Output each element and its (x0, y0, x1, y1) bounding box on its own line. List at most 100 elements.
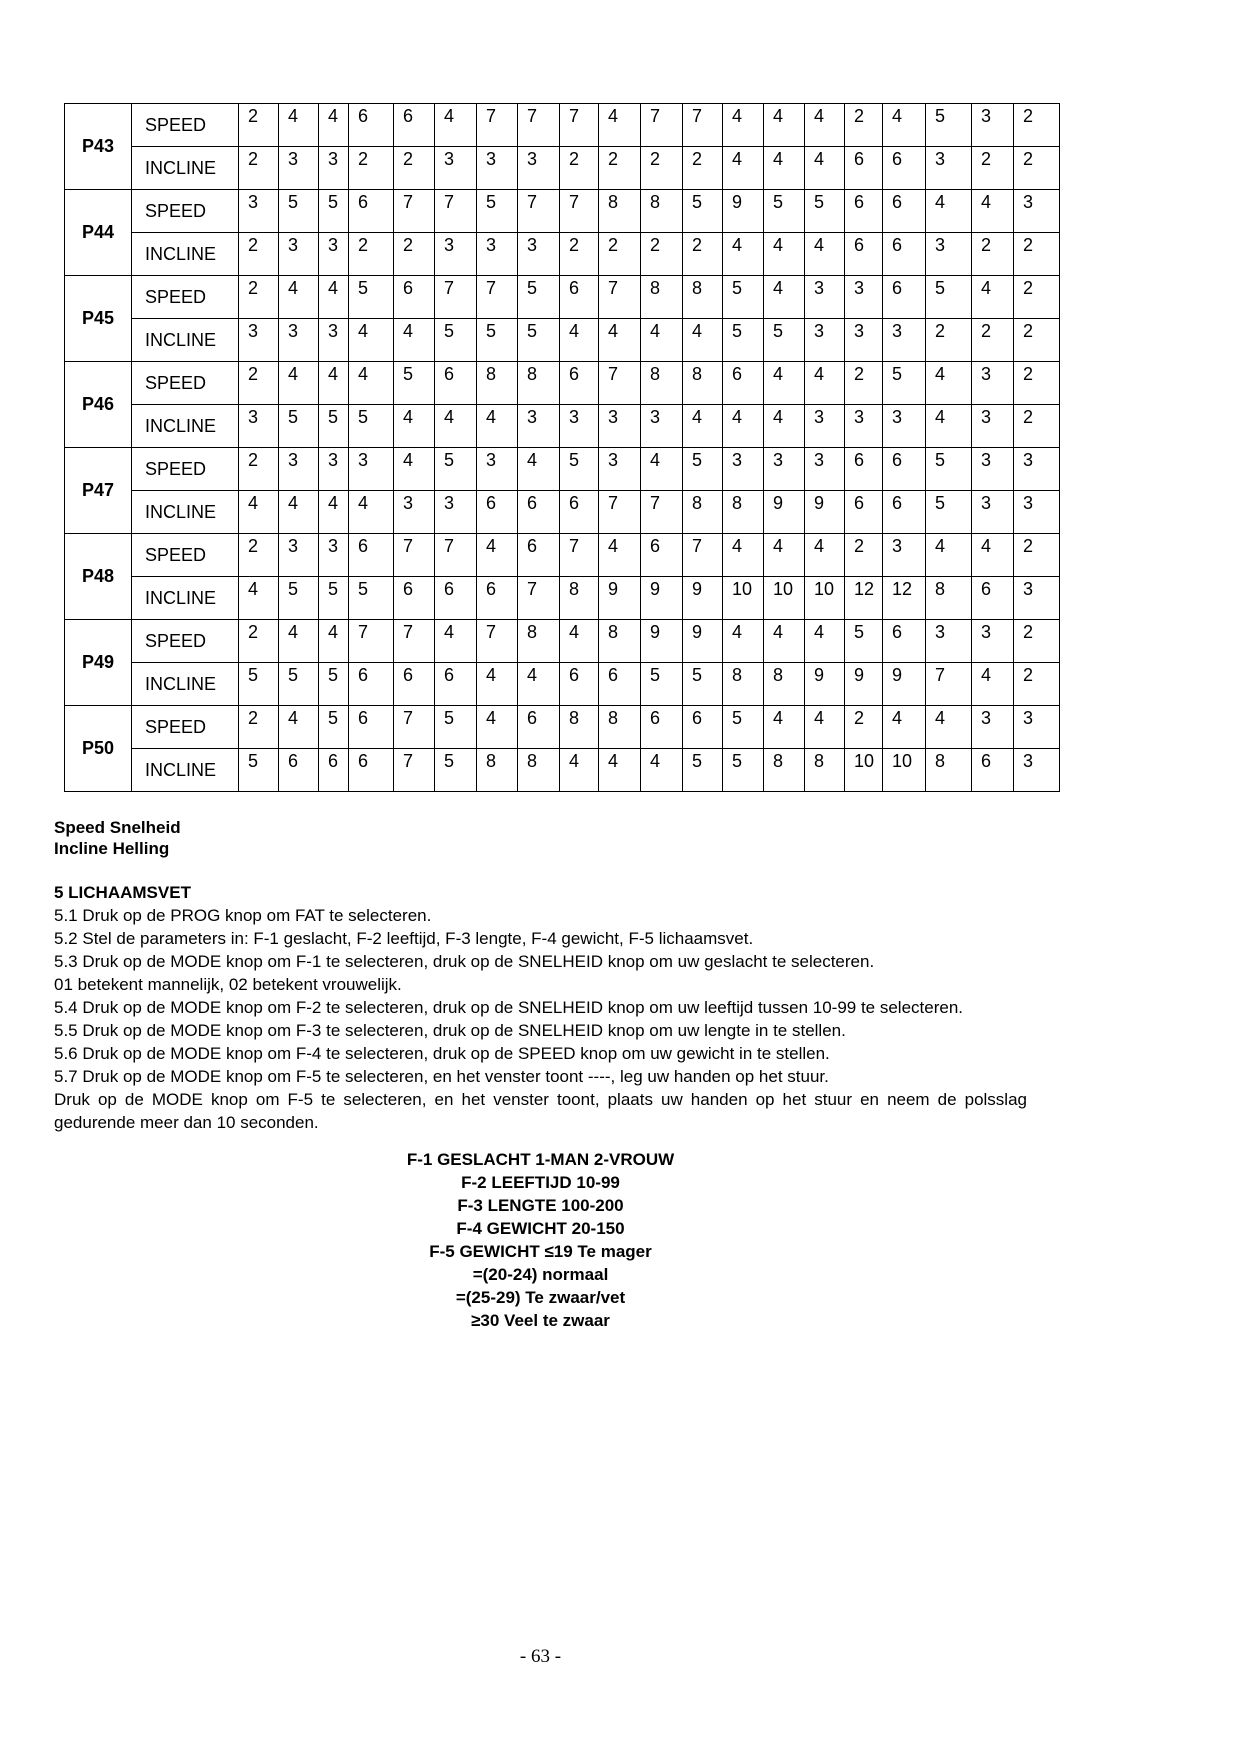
speed-value-cell: 5 (434, 447, 477, 491)
program-label: P44 (64, 189, 132, 276)
incline-value-cell: 8 (925, 748, 972, 792)
speed-value-cell: 4 (393, 447, 435, 491)
speed-value-cell: 5 (434, 705, 477, 749)
speed-value-cell: 4 (722, 619, 764, 663)
incline-value-cell: 7 (640, 490, 683, 534)
incline-value-cell: 2 (393, 232, 435, 276)
incline-value-cell: 3 (598, 404, 641, 448)
incline-value-cell: 2 (598, 146, 641, 190)
speed-value-cell: 6 (348, 705, 394, 749)
incline-value-cell: 4 (763, 404, 805, 448)
speed-value-cell: 7 (517, 103, 560, 147)
incline-value-cell: 3 (517, 232, 560, 276)
table-row: P49 SPEED 2 4 4 7 7 4 7 8 4 8 9 9 4 4 4 5 6 3 3 2 (64, 619, 1060, 706)
table-row: INCLINE 5 6 6 6 7 5 8 8 4 4 4 5 5 8 8 10 10 8 6 3 (65, 748, 1060, 792)
speed-value-cell: 2 (844, 103, 883, 147)
metric-label-incline: INCLINE (131, 404, 239, 448)
program-table: P43 SPEED 2 4 4 6 6 4 7 7 7 4 7 7 4 4 4 2 4 5 3 2 INCLINE 2 3 3 2 2… (64, 103, 1060, 792)
incline-value-cell: 5 (278, 662, 319, 706)
speed-value-cell: 4 (763, 619, 805, 663)
metric-label-speed: SPEED (131, 447, 239, 491)
metric-label-incline: INCLINE (131, 748, 239, 792)
speed-value-cell: 3 (348, 447, 394, 491)
incline-value-cell: 7 (517, 576, 560, 620)
speed-value-cell: 7 (682, 533, 723, 577)
speed-value-cell: 9 (682, 619, 723, 663)
incline-value-cell: 3 (278, 318, 319, 362)
speed-value-cell: 7 (393, 189, 435, 233)
incline-value-cell: 5 (278, 576, 319, 620)
speed-value-cell: 4 (318, 103, 349, 147)
incline-value-cell: 6 (393, 576, 435, 620)
speed-value-cell: 6 (517, 705, 560, 749)
speed-value-cell: 4 (971, 533, 1014, 577)
incline-value-cell: 5 (722, 748, 764, 792)
incline-value-cell: 4 (640, 748, 683, 792)
speed-value-cell: 5 (517, 275, 560, 319)
incline-value-cell: 2 (971, 318, 1014, 362)
speed-value-cell: 4 (804, 533, 845, 577)
incline-value-cell: 6 (598, 662, 641, 706)
speed-value-cell: 7 (476, 619, 518, 663)
incline-value-cell: 3 (1013, 490, 1060, 534)
speed-value-cell: 5 (882, 361, 926, 405)
speed-value-cell: 3 (971, 619, 1014, 663)
speed-value-cell: 2 (1013, 533, 1060, 577)
incline-value-cell: 4 (238, 490, 279, 534)
incline-value-cell: 2 (348, 146, 394, 190)
speed-value-cell: 5 (318, 705, 349, 749)
incline-value-cell: 5 (476, 318, 518, 362)
speed-value-cell: 9 (722, 189, 764, 233)
speed-value-cell: 4 (882, 705, 926, 749)
table-row: P46 SPEED 2 4 4 4 5 6 8 8 6 7 8 8 6 4 4 2 5 4 3 2 (64, 361, 1060, 448)
incline-value-cell: 9 (844, 662, 883, 706)
speed-value-cell: 5 (925, 275, 972, 319)
speed-value-cell: 4 (348, 361, 394, 405)
speed-value-cell: 2 (238, 447, 279, 491)
speed-value-cell: 5 (559, 447, 599, 491)
speed-value-cell: 4 (559, 619, 599, 663)
speed-value-cell: 5 (804, 189, 845, 233)
incline-value-cell: 4 (476, 662, 518, 706)
incline-value-cell: 2 (682, 146, 723, 190)
incline-value-cell: 4 (434, 404, 477, 448)
instruction-paragraph: Druk op de MODE knop om F-5 te selectere… (54, 1090, 1027, 1132)
incline-value-cell: 4 (476, 404, 518, 448)
program-label: P43 (64, 103, 132, 190)
speed-value-cell: 5 (682, 447, 723, 491)
speed-value-cell: 7 (348, 619, 394, 663)
metric-label-speed: SPEED (131, 103, 239, 147)
speed-value-cell: 2 (238, 619, 279, 663)
speed-value-cell: 4 (722, 533, 764, 577)
speed-value-cell: 6 (882, 189, 926, 233)
fat-parameter-line: =(20-24) normaal (472, 1265, 609, 1284)
table-row: P48 SPEED 2 3 3 6 7 7 4 6 7 4 6 7 4 4 4 2 3 4 4 2 (64, 533, 1060, 620)
incline-value-cell: 10 (804, 576, 845, 620)
incline-value-cell: 3 (804, 318, 845, 362)
incline-value-cell: 3 (882, 318, 926, 362)
incline-value-cell: 4 (682, 318, 723, 362)
incline-value-cell: 3 (318, 232, 349, 276)
incline-value-cell: 4 (722, 404, 764, 448)
fat-parameter-line: F-3 LENGTE 100-200 (457, 1196, 624, 1215)
incline-value-cell: 12 (844, 576, 883, 620)
incline-value-cell: 3 (278, 232, 319, 276)
speed-value-cell: 4 (971, 275, 1014, 319)
incline-value-cell: 8 (925, 576, 972, 620)
incline-value-cell: 3 (925, 146, 972, 190)
speed-value-cell: 3 (278, 533, 319, 577)
speed-value-cell: 4 (763, 705, 805, 749)
incline-value-cell: 2 (559, 232, 599, 276)
incline-value-cell: 3 (559, 404, 599, 448)
table-row: P44 SPEED 3 5 5 6 7 7 5 7 7 8 8 5 9 5 5 6 6 4 4 3 (64, 189, 1060, 276)
incline-value-cell: 6 (476, 490, 518, 534)
metric-label-incline: INCLINE (131, 576, 239, 620)
fat-parameters-block: F-1 GESLACHT 1-MAN 2-VROUW F-2 LEEFTIJD 1… (54, 1148, 1027, 1332)
speed-value-cell: 2 (844, 705, 883, 749)
instructions: 5.1 Druk op de PROG knop om FAT te selec… (54, 904, 1027, 1134)
incline-value-cell: 4 (763, 232, 805, 276)
speed-value-cell: 5 (278, 189, 319, 233)
speed-value-cell: 8 (517, 361, 560, 405)
incline-value-cell: 4 (763, 146, 805, 190)
speed-value-cell: 4 (925, 189, 972, 233)
